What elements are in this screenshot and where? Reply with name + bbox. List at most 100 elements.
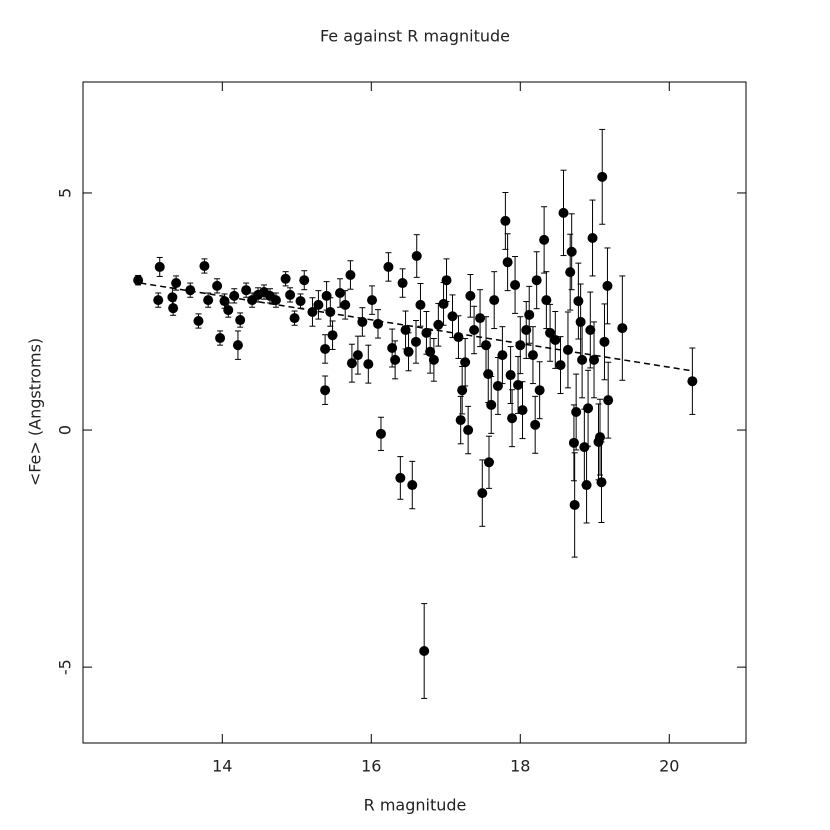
y-tick-label: 0: [56, 425, 75, 435]
point: [581, 480, 592, 491]
point: [428, 354, 439, 365]
point: [219, 296, 230, 307]
point: [453, 332, 464, 343]
point: [534, 385, 545, 396]
point: [241, 285, 252, 296]
point: [617, 323, 628, 334]
point: [489, 295, 500, 306]
point: [603, 395, 614, 406]
point: [492, 380, 503, 391]
point: [505, 370, 516, 381]
point: [447, 311, 458, 322]
point: [571, 407, 582, 418]
point: [410, 336, 421, 347]
point: [569, 499, 580, 510]
point: [367, 295, 378, 306]
point: [517, 405, 528, 416]
point: [419, 646, 430, 657]
point: [320, 343, 331, 354]
point: [270, 295, 281, 306]
x-tick-label: 18: [510, 757, 530, 776]
point: [566, 246, 577, 257]
point: [375, 428, 386, 439]
point: [510, 279, 521, 290]
point: [558, 207, 569, 218]
point: [345, 269, 356, 280]
point: [295, 296, 306, 307]
point: [340, 299, 351, 310]
point: [568, 437, 579, 448]
point: [403, 346, 414, 357]
point: [539, 234, 550, 245]
point: [589, 354, 600, 365]
point: [562, 344, 573, 355]
point: [215, 333, 226, 344]
point: [203, 295, 214, 306]
point: [486, 399, 497, 410]
point: [232, 340, 243, 351]
point: [555, 360, 566, 371]
point: [515, 340, 526, 351]
point: [594, 432, 605, 443]
point: [383, 261, 394, 272]
point: [463, 425, 474, 436]
point: [433, 319, 444, 330]
point: [199, 260, 210, 271]
point: [325, 306, 336, 317]
point: [441, 275, 452, 286]
point: [299, 275, 310, 286]
point: [521, 324, 532, 335]
x-tick-label: 20: [659, 757, 679, 776]
point: [335, 288, 346, 299]
point: [285, 289, 296, 300]
point: [346, 358, 357, 369]
y-axis-label: <Fe> (Angstroms): [26, 338, 45, 486]
point: [415, 299, 426, 310]
point: [550, 334, 561, 345]
point: [455, 415, 466, 426]
point: [545, 327, 556, 338]
point: [352, 350, 363, 361]
point: [438, 298, 449, 309]
point: [531, 275, 542, 286]
point: [524, 309, 535, 320]
y-tick-label: -5: [56, 659, 75, 675]
point: [154, 261, 165, 272]
x-axis-label: R magnitude: [364, 796, 467, 815]
point: [483, 457, 494, 468]
point: [507, 413, 518, 424]
point: [372, 318, 383, 329]
point: [185, 285, 196, 296]
point: [229, 290, 240, 301]
point: [193, 315, 204, 326]
point: [212, 280, 223, 291]
point: [513, 379, 524, 390]
point: [577, 354, 588, 365]
point: [357, 316, 368, 327]
point: [541, 295, 552, 306]
x-tick-label: 14: [212, 757, 232, 776]
point: [307, 306, 318, 317]
point: [687, 376, 698, 387]
point: [502, 257, 513, 268]
point: [407, 480, 418, 491]
point: [530, 419, 541, 430]
x-tick-label: 16: [361, 757, 381, 776]
point: [465, 290, 476, 301]
point: [500, 215, 511, 226]
point: [153, 295, 164, 306]
point: [596, 477, 607, 488]
point: [425, 346, 436, 357]
point: [400, 324, 411, 335]
point: [363, 359, 374, 370]
point: [235, 315, 246, 326]
point: [483, 369, 494, 380]
point: [390, 354, 401, 365]
point: [583, 403, 594, 414]
plot-frame: [82, 81, 747, 744]
point: [289, 313, 300, 324]
point: [133, 275, 144, 286]
point: [395, 472, 406, 483]
point: [475, 313, 486, 324]
